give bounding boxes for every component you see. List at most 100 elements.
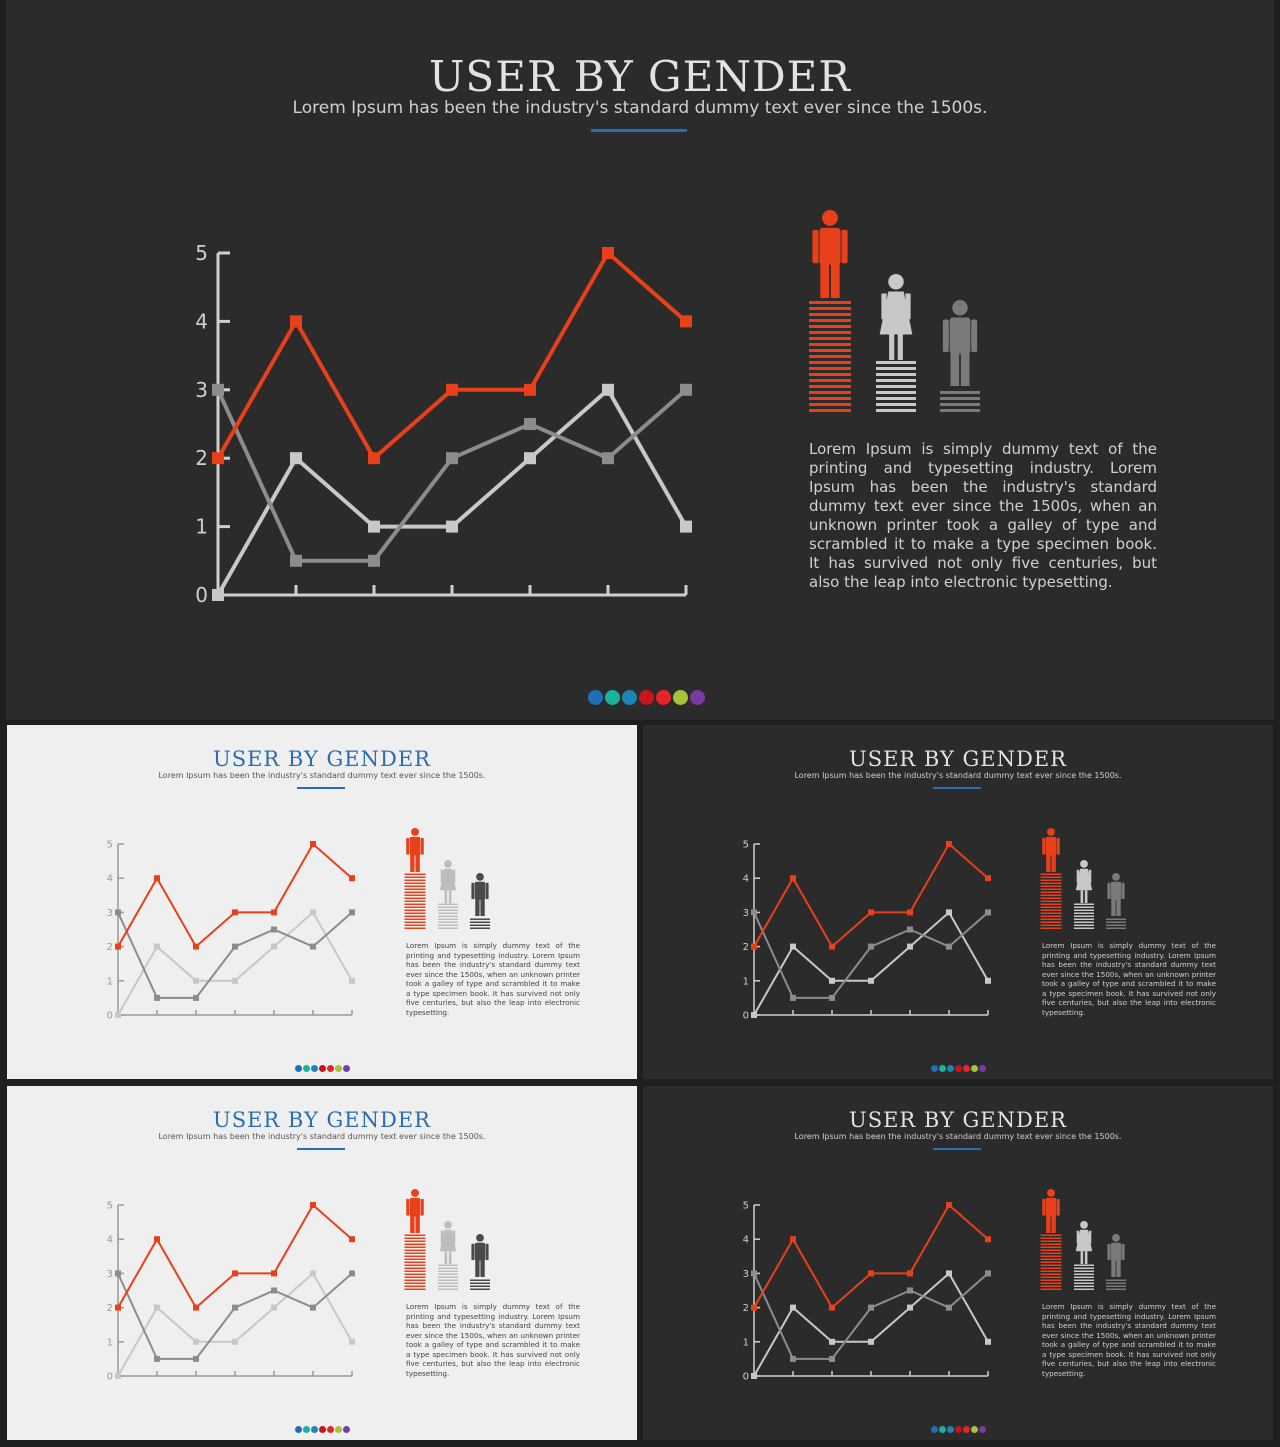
- data-point: [868, 977, 874, 984]
- data-point: [751, 909, 757, 916]
- male-icon: [1042, 1189, 1060, 1233]
- data-point: [193, 1304, 199, 1311]
- palette-dot: [311, 1065, 318, 1072]
- slide-title: USER BY GENDER: [213, 1108, 431, 1132]
- data-point: [310, 1202, 316, 1208]
- palette-dot: [939, 1065, 946, 1072]
- data-point: [868, 1338, 874, 1345]
- y-tick-label: 0: [195, 583, 208, 607]
- color-palette-dots: [295, 1426, 350, 1433]
- title-divider: [591, 129, 687, 132]
- data-point: [946, 1202, 952, 1208]
- slide-subtitle: Lorem Ipsum has been the industry's stan…: [794, 1132, 1122, 1141]
- thumbnail-slide-light-2[interactable]: USER BY GENDER Lorem Ipsum has been the …: [7, 1086, 637, 1440]
- y-tick-label: 4: [743, 874, 749, 885]
- y-tick-label: 4: [743, 1235, 749, 1246]
- data-point: [271, 909, 277, 916]
- data-point: [349, 875, 355, 882]
- data-point: [368, 452, 380, 465]
- data-point: [290, 554, 302, 567]
- data-point: [310, 841, 316, 847]
- male-icon: [406, 1189, 424, 1233]
- data-point: [524, 383, 536, 396]
- data-point: [751, 1012, 757, 1018]
- data-point: [602, 452, 614, 465]
- person-icon: [942, 300, 978, 386]
- y-tick-label: 1: [743, 976, 749, 987]
- y-tick-label: 2: [195, 446, 208, 470]
- data-point: [829, 1304, 835, 1311]
- palette-dot: [979, 1426, 986, 1433]
- slide-subtitle: Lorem Ipsum has been the industry's stan…: [794, 771, 1122, 780]
- data-point: [232, 977, 238, 984]
- data-point: [193, 1338, 199, 1345]
- data-point: [985, 1270, 991, 1277]
- palette-dot: [311, 1426, 318, 1433]
- title-divider: [933, 1148, 981, 1150]
- data-point: [946, 1304, 952, 1311]
- data-point: [154, 875, 160, 882]
- data-point: [680, 520, 692, 533]
- slide-title: USER BY GENDER: [213, 747, 431, 771]
- male-icon: [1042, 828, 1060, 872]
- data-point: [154, 943, 160, 950]
- y-tick-label: 5: [107, 1201, 113, 1212]
- data-point: [193, 977, 199, 984]
- data-point: [751, 1373, 757, 1379]
- data-point: [115, 1304, 121, 1311]
- palette-dot: [319, 1065, 326, 1072]
- data-point: [829, 1338, 835, 1345]
- palette-dot: [295, 1426, 302, 1433]
- data-point: [212, 452, 224, 465]
- y-tick-label: 3: [195, 378, 208, 402]
- data-point: [368, 520, 380, 533]
- thumbnail-slide-dark-1[interactable]: USER BY GENDER Lorem Ipsum has been the …: [643, 725, 1273, 1079]
- person-icon: [471, 873, 489, 916]
- palette-dot: [963, 1065, 970, 1072]
- y-tick-label: 3: [107, 1269, 113, 1280]
- data-point: [310, 1304, 316, 1311]
- y-tick-label: 4: [195, 309, 208, 333]
- data-point: [271, 1304, 277, 1311]
- data-point: [115, 1012, 121, 1018]
- pedestal-bar: [470, 1279, 490, 1290]
- female-icon: [439, 860, 457, 903]
- person-icon: [1107, 873, 1125, 916]
- series-line: [216, 249, 688, 462]
- palette-dot: [971, 1065, 978, 1072]
- palette-dot: [947, 1426, 954, 1433]
- data-point: [310, 1270, 316, 1277]
- data-point: [751, 1270, 757, 1277]
- slide-subtitle: Lorem Ipsum has been the industry's stan…: [292, 98, 988, 118]
- palette-dot: [319, 1426, 326, 1433]
- series-line: [753, 1271, 989, 1377]
- data-point: [349, 1270, 355, 1277]
- data-point: [946, 1270, 952, 1277]
- data-point: [232, 1304, 238, 1311]
- data-point: [907, 909, 913, 916]
- data-point: [790, 1236, 796, 1243]
- data-point: [349, 1338, 355, 1345]
- data-point: [232, 909, 238, 916]
- data-point: [193, 1355, 199, 1362]
- title-divider: [933, 787, 981, 789]
- description-text: Lorem Ipsum is simply dummy text of the …: [1042, 1302, 1216, 1378]
- slide-subtitle: Lorem Ipsum has been the industry's stan…: [158, 1132, 486, 1141]
- data-point: [212, 383, 224, 396]
- data-point: [829, 1355, 835, 1362]
- palette-dot: [295, 1065, 302, 1072]
- description-text: Lorem Ipsum is simply dummy text of the …: [809, 440, 1157, 591]
- y-tick-label: 0: [107, 1372, 113, 1383]
- thumbnail-slide-dark-2[interactable]: USER BY GENDER Lorem Ipsum has been the …: [643, 1086, 1273, 1440]
- palette-dot: [955, 1426, 962, 1433]
- thumbnail-slide-light-1[interactable]: USER BY GENDER Lorem Ipsum has been the …: [7, 725, 637, 1079]
- palette-dot: [327, 1065, 334, 1072]
- description-text: Lorem Ipsum is simply dummy text of the …: [406, 1302, 580, 1378]
- color-palette-dots: [931, 1065, 986, 1072]
- data-point: [232, 943, 238, 950]
- y-tick-label: 1: [107, 1337, 113, 1348]
- data-point: [680, 383, 692, 396]
- y-tick-label: 0: [107, 1011, 113, 1022]
- palette-dot: [690, 690, 705, 705]
- palette-dot: [335, 1065, 342, 1072]
